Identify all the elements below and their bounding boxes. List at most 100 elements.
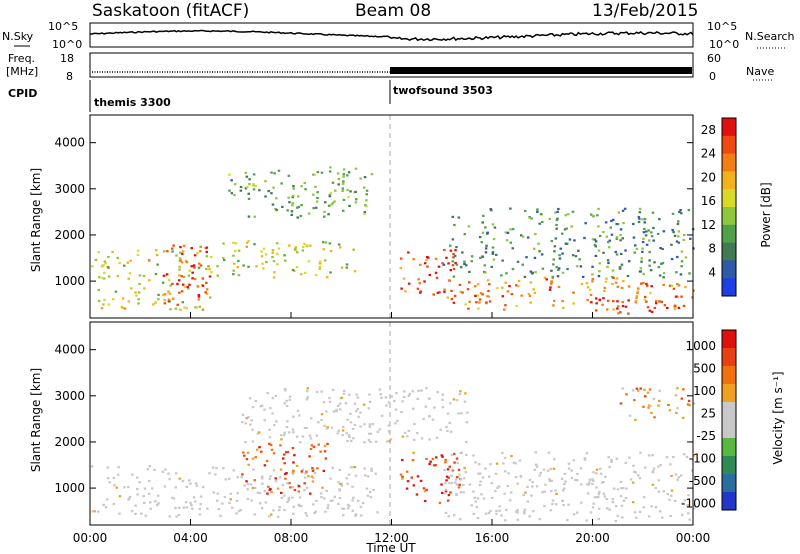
rti-cell — [509, 207, 512, 210]
rti-cell — [634, 301, 638, 304]
rti-cell — [611, 269, 615, 272]
rti-cell — [448, 482, 451, 485]
rti-cell — [686, 403, 690, 406]
rti-cell — [553, 250, 556, 253]
rti-cell — [379, 393, 382, 396]
rti-cell — [316, 390, 319, 394]
rti-cell — [530, 217, 533, 220]
rti-cell — [554, 503, 558, 506]
rti-cell — [341, 182, 345, 185]
rti-cell — [614, 519, 617, 523]
rti-cell — [197, 266, 201, 269]
rti-cell — [492, 258, 496, 261]
rti-cell — [181, 252, 184, 255]
rti-cell — [315, 434, 319, 437]
colorbar-swatch — [722, 384, 736, 403]
rti-cell — [423, 280, 426, 283]
rti-cell — [642, 237, 645, 240]
rti-cell — [621, 237, 624, 240]
rti-cell — [642, 496, 646, 499]
rti-cell — [603, 286, 607, 289]
rti-cell — [523, 275, 527, 278]
rti-cell — [448, 421, 451, 425]
colorbar-swatch — [722, 366, 736, 385]
rti-cell — [275, 242, 279, 245]
rti-cell — [640, 260, 643, 263]
rti-cell — [161, 281, 165, 284]
rti-cell — [359, 505, 363, 508]
rti-cell — [457, 216, 461, 219]
x-axis-label: Time UT — [365, 541, 416, 554]
rti-cell — [489, 509, 492, 512]
rti-cell — [552, 304, 555, 307]
rti-cell — [674, 295, 678, 298]
rti-cell — [205, 255, 209, 258]
rti-cell — [116, 256, 119, 260]
rti-cell — [176, 303, 179, 306]
rti-cell — [529, 270, 533, 273]
rti-cell — [182, 275, 186, 278]
rti-cell — [501, 295, 505, 298]
rti-cell — [676, 478, 679, 481]
rti-cell — [679, 209, 682, 212]
rti-cell — [425, 387, 428, 390]
rti-cell — [592, 502, 595, 505]
x-tick-label: 08:00 — [274, 531, 309, 545]
rti-cell — [342, 175, 345, 178]
rti-cell — [627, 285, 631, 288]
nave-label: Nave — [746, 65, 774, 78]
rti-cell — [638, 510, 642, 513]
rti-cell — [474, 294, 477, 298]
rti-cell — [640, 257, 643, 260]
rti-cell — [428, 462, 431, 466]
rti-cell — [138, 282, 141, 285]
rti-cell — [443, 290, 446, 293]
rti-cell — [572, 291, 575, 294]
rti-cell — [507, 472, 510, 475]
rti-cell — [459, 491, 463, 494]
rti-cell — [424, 405, 428, 408]
rti-cell — [217, 508, 221, 511]
rti-cell — [486, 231, 489, 234]
rti-cell — [228, 173, 231, 176]
rti-cell — [423, 499, 427, 503]
rti-cell — [652, 226, 655, 230]
rti-cell — [503, 492, 506, 495]
rti-cell — [598, 507, 601, 510]
rti-cell — [468, 270, 471, 273]
rti-cell — [314, 206, 318, 209]
rti-cell — [177, 513, 181, 517]
rti-cell — [319, 492, 323, 495]
rti-cell — [585, 452, 589, 455]
rti-cell — [679, 474, 683, 477]
colorbar-swatch — [722, 118, 736, 137]
y-tick-label: 2000 — [54, 435, 85, 449]
rti-cell — [459, 290, 462, 293]
rti-cell — [254, 399, 258, 403]
rti-cell — [402, 395, 406, 399]
rti-cell — [464, 471, 467, 474]
rti-cell — [478, 236, 482, 239]
rti-cell — [292, 187, 295, 190]
rti-cell — [287, 496, 290, 499]
rti-cell — [550, 489, 553, 493]
rti-cell — [171, 496, 174, 499]
rti-cell — [258, 492, 262, 495]
rti-cell — [484, 512, 488, 515]
rti-cell — [615, 253, 619, 256]
rti-cell — [528, 515, 531, 518]
rti-cell — [296, 251, 299, 254]
rti-cell — [488, 283, 491, 286]
rti-cell — [331, 466, 334, 469]
rti-cell — [365, 193, 368, 196]
rti-cell — [482, 214, 485, 217]
rti-cell — [419, 291, 422, 294]
rti-cell — [149, 501, 152, 504]
rti-cell — [561, 271, 565, 274]
rti-cell — [104, 262, 107, 265]
rti-cell — [394, 408, 398, 411]
rti-cell — [420, 389, 423, 392]
rti-cell — [593, 243, 597, 246]
rti-cell — [650, 310, 654, 313]
